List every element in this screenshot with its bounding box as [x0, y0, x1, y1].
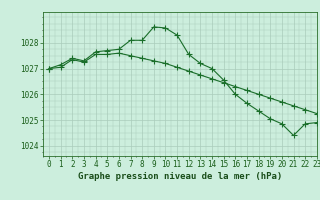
X-axis label: Graphe pression niveau de la mer (hPa): Graphe pression niveau de la mer (hPa) — [78, 172, 282, 181]
